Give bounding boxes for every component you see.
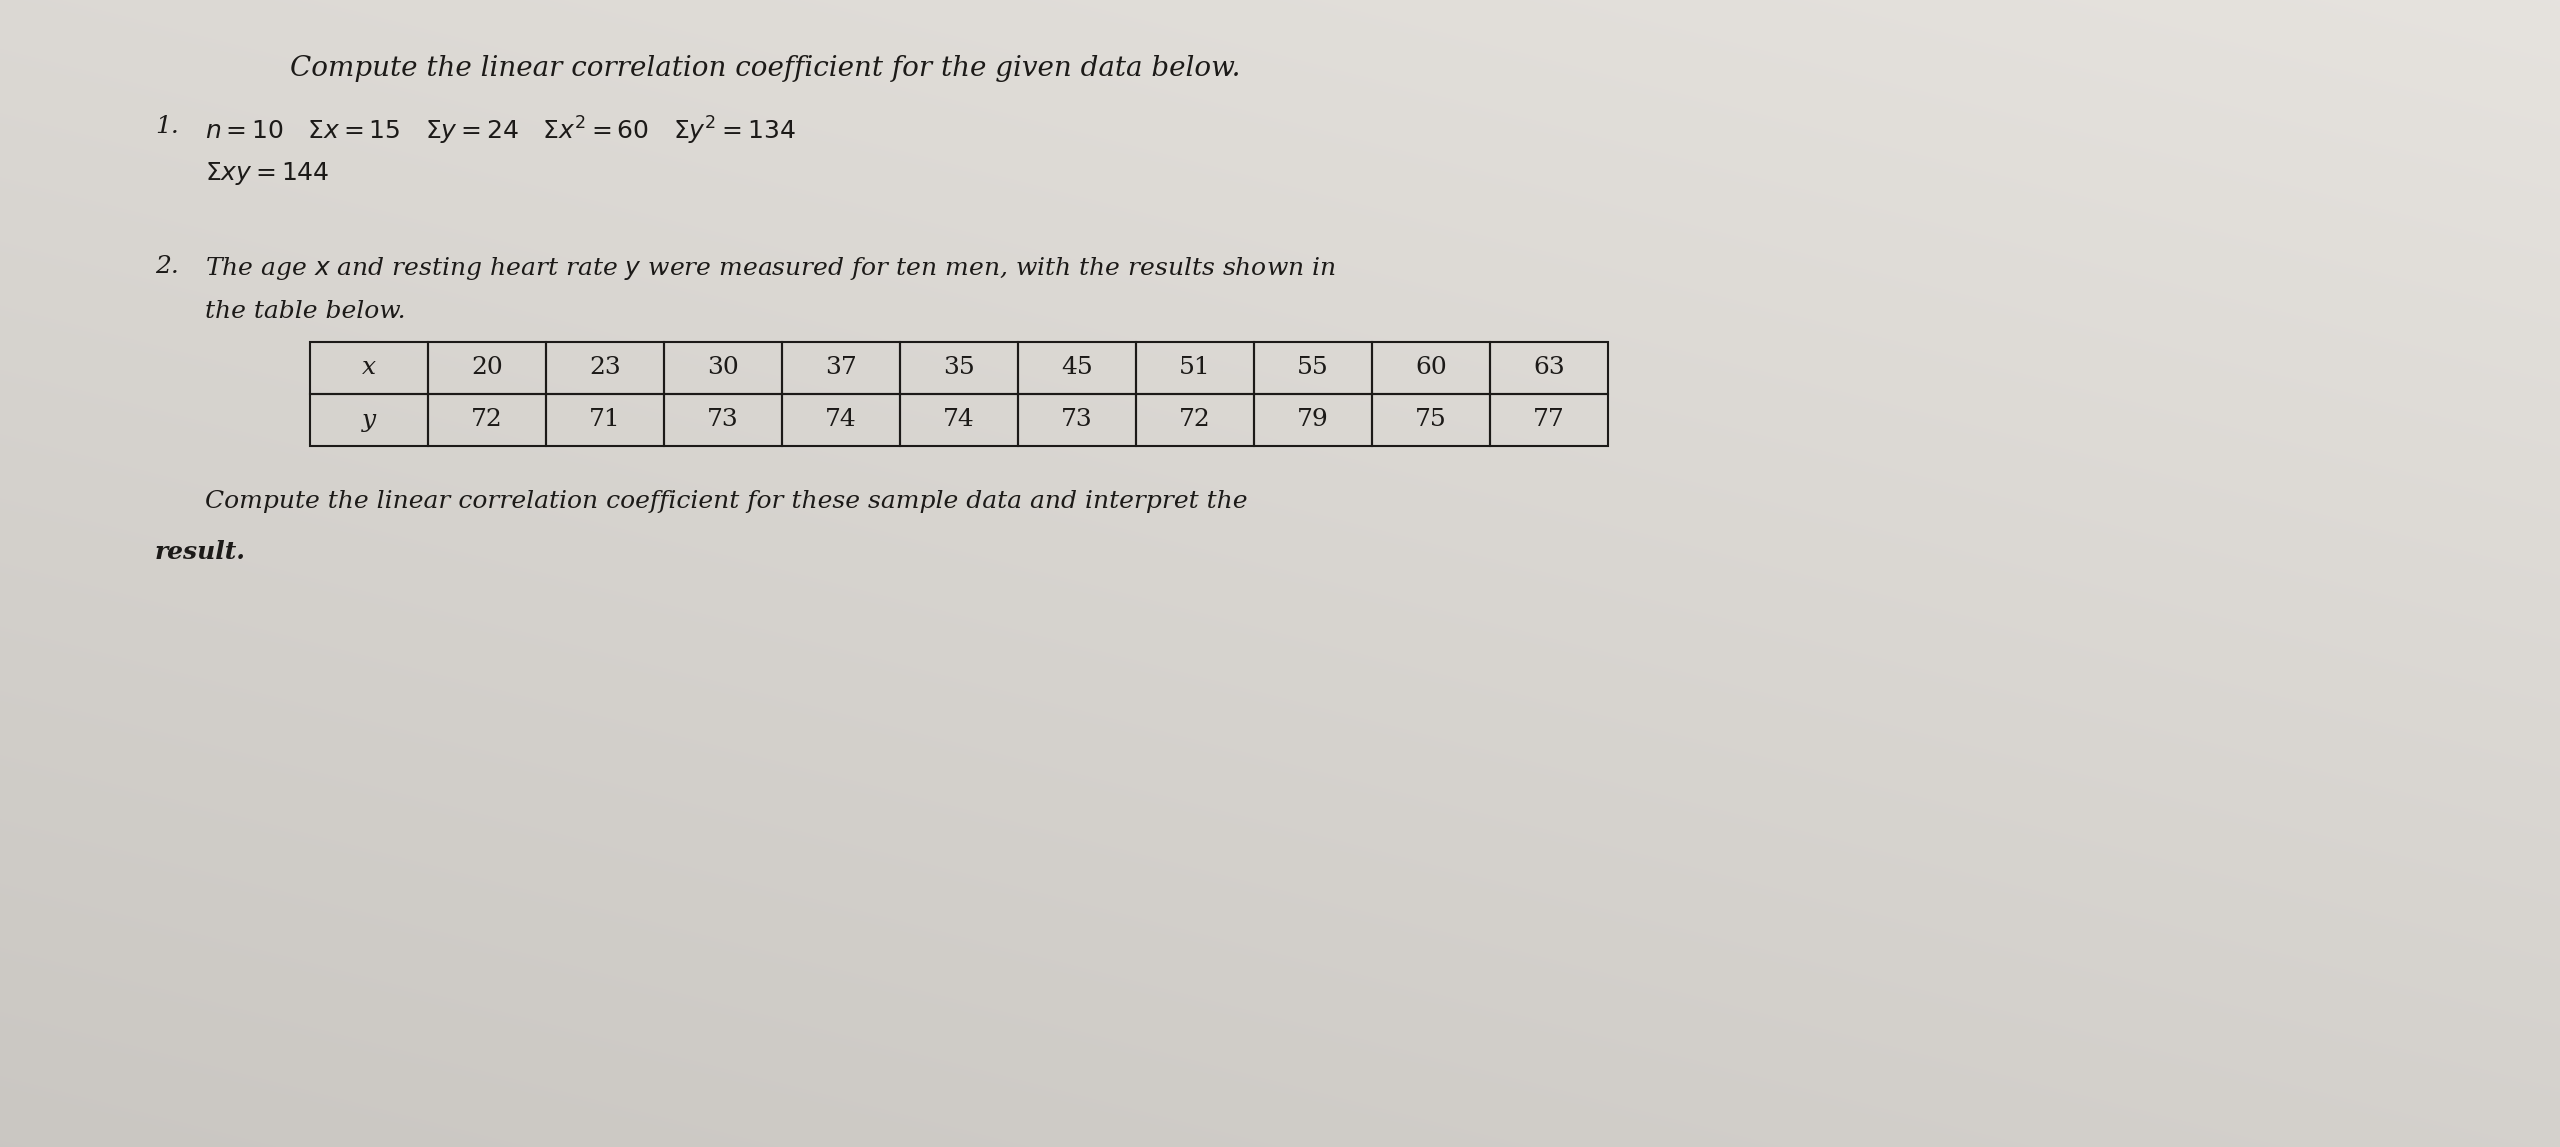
Text: $n=10\quad\Sigma x=15\quad\Sigma y=24\quad\Sigma x^{2}=60\quad\Sigma y^{2}=134$: $n=10\quad\Sigma x=15\quad\Sigma y=24\qu… xyxy=(205,115,796,147)
Bar xyxy=(1019,342,1137,395)
Bar xyxy=(901,342,1019,395)
Bar xyxy=(1490,395,1608,446)
Bar xyxy=(545,342,663,395)
Bar xyxy=(1372,395,1490,446)
Text: 63: 63 xyxy=(1533,357,1564,380)
Text: 30: 30 xyxy=(707,357,740,380)
Text: 75: 75 xyxy=(1416,408,1446,431)
Text: 73: 73 xyxy=(1062,408,1093,431)
Bar xyxy=(428,342,545,395)
Text: 73: 73 xyxy=(707,408,740,431)
Bar xyxy=(428,395,545,446)
Bar xyxy=(1137,395,1254,446)
Bar xyxy=(1372,342,1490,395)
Text: 2.: 2. xyxy=(156,255,179,278)
Bar xyxy=(663,342,781,395)
Text: 60: 60 xyxy=(1416,357,1446,380)
Bar xyxy=(781,395,901,446)
Text: 77: 77 xyxy=(1533,408,1564,431)
Text: 79: 79 xyxy=(1298,408,1329,431)
Text: The age $x$ and resting heart rate $y$ were measured for ten men, with the resul: The age $x$ and resting heart rate $y$ w… xyxy=(205,255,1336,282)
Bar xyxy=(663,395,781,446)
Bar xyxy=(545,395,663,446)
Text: 51: 51 xyxy=(1180,357,1211,380)
Text: x: x xyxy=(361,357,376,380)
Text: Compute the linear correlation coefficient for these sample data and interpret t: Compute the linear correlation coefficie… xyxy=(205,490,1247,513)
Text: 37: 37 xyxy=(824,357,858,380)
Text: 72: 72 xyxy=(1180,408,1211,431)
Text: 20: 20 xyxy=(471,357,502,380)
Text: 45: 45 xyxy=(1062,357,1093,380)
Text: the table below.: the table below. xyxy=(205,301,404,323)
Text: result.: result. xyxy=(156,540,246,564)
Text: 23: 23 xyxy=(589,357,622,380)
Bar xyxy=(310,395,428,446)
Bar xyxy=(1254,342,1372,395)
Text: 1.: 1. xyxy=(156,115,179,138)
Bar xyxy=(310,342,428,395)
Text: y: y xyxy=(361,408,376,431)
Text: 55: 55 xyxy=(1298,357,1329,380)
Text: $\Sigma xy=144$: $\Sigma xy=144$ xyxy=(205,159,330,187)
Bar xyxy=(901,395,1019,446)
Text: 35: 35 xyxy=(942,357,975,380)
Text: Compute the linear correlation coefficient for the given data below.: Compute the linear correlation coefficie… xyxy=(289,55,1242,81)
Bar xyxy=(781,342,901,395)
Text: 71: 71 xyxy=(589,408,622,431)
Bar xyxy=(1019,395,1137,446)
Bar xyxy=(1137,342,1254,395)
Bar xyxy=(1254,395,1372,446)
Text: 72: 72 xyxy=(471,408,502,431)
Text: 74: 74 xyxy=(942,408,975,431)
Bar xyxy=(1490,342,1608,395)
Text: 74: 74 xyxy=(824,408,858,431)
